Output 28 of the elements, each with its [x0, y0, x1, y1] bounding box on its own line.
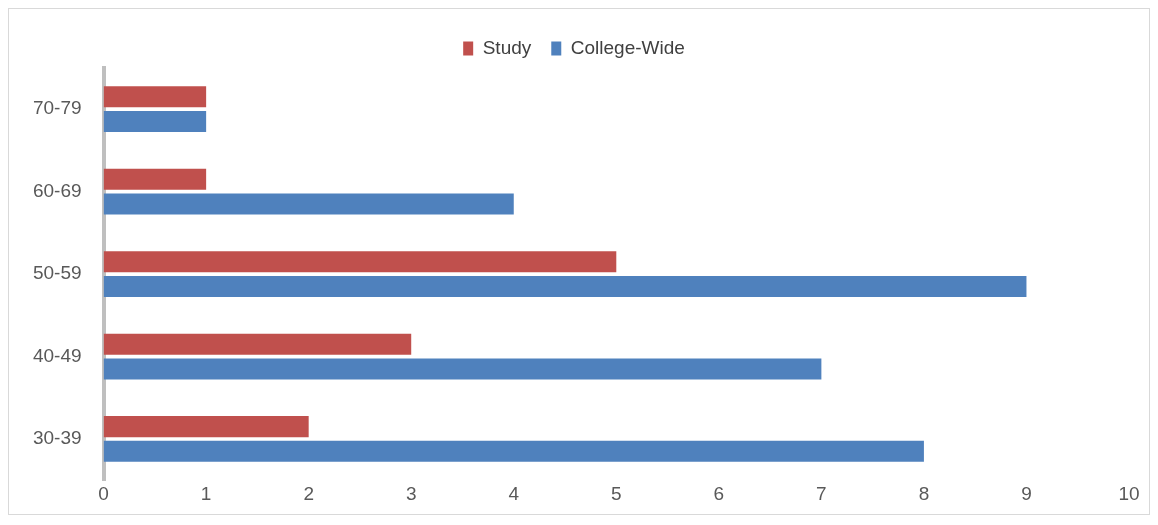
y-tick-label: 50-59	[32, 262, 82, 284]
x-tick-label: 6	[713, 482, 725, 504]
bar	[103, 86, 207, 108]
x-tick-label: 0	[98, 482, 109, 504]
x-tick-label: 5	[611, 482, 622, 504]
x-tick-label: 8	[918, 482, 930, 504]
bar	[103, 111, 207, 133]
x-tick-label: 7	[816, 482, 827, 504]
bar	[103, 416, 309, 438]
x-tick-label: 1	[200, 482, 212, 504]
x-tick-label: 9	[1021, 482, 1032, 504]
bar	[103, 358, 822, 380]
y-tick-label: 30-39	[32, 427, 82, 449]
y-tick-label: 60-69	[32, 179, 82, 201]
legend-label: College-Wide	[570, 36, 685, 58]
bar	[103, 275, 1027, 297]
bar	[103, 440, 924, 462]
bar	[103, 193, 514, 215]
x-tick-label: 10	[1118, 482, 1140, 504]
x-tick-label: 2	[303, 482, 314, 504]
legend-label: Study	[482, 36, 532, 58]
x-tick-label: 4	[508, 482, 520, 504]
x-tick-label: 3	[405, 482, 417, 504]
bar	[103, 168, 207, 190]
y-tick-label: 40-49	[32, 344, 82, 366]
bar	[103, 333, 412, 355]
y-tick-label: 70-79	[32, 97, 82, 119]
bar	[103, 251, 617, 273]
